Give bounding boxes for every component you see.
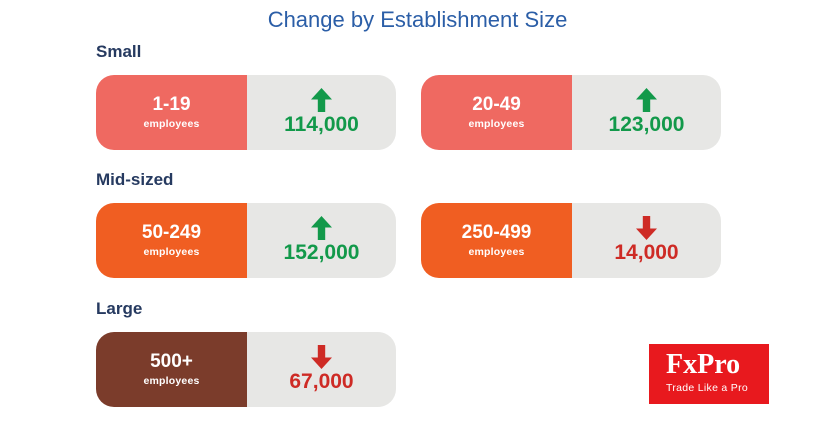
range-label: 50-249 — [141, 222, 202, 244]
group-label: Mid-sized — [96, 170, 174, 189]
card-row: 50-249 employees 152,000 250-499 employe… — [96, 203, 721, 278]
range-segment: 20-49 employees — [421, 75, 572, 150]
up-arrow-icon — [636, 88, 657, 113]
unit-label: employees — [143, 117, 200, 130]
change-value: 123,000 — [608, 113, 685, 137]
card-row: 500+ employees 67,000 — [96, 332, 396, 407]
up-arrow-icon — [311, 216, 332, 241]
group-label: Small — [96, 42, 142, 61]
stat-card-1-19: 1-19 employees 114,000 — [96, 75, 396, 150]
range-label: 250-499 — [461, 222, 532, 244]
range-segment: 500+ employees — [96, 332, 247, 407]
fxpro-tagline: Trade Like a Pro — [666, 382, 749, 394]
range-segment: 50-249 employees — [96, 203, 247, 278]
change-value: 114,000 — [284, 113, 359, 137]
down-arrow-icon — [636, 216, 657, 241]
stat-card-50-249: 50-249 employees 152,000 — [96, 203, 396, 278]
value-segment: 14,000 — [572, 203, 721, 278]
change-value: 152,000 — [283, 241, 360, 265]
up-arrow-icon — [311, 88, 332, 113]
stat-card-250-499: 250-499 employees 14,000 — [421, 203, 721, 278]
down-arrow-icon — [311, 345, 332, 370]
page-title: Change by Establishment Size — [267, 7, 568, 32]
stat-card-20-49: 20-49 employees 123,000 — [421, 75, 721, 150]
unit-label: employees — [468, 117, 525, 130]
range-label: 20-49 — [472, 94, 521, 116]
card-row: 1-19 employees 114,000 20-49 employees 1… — [96, 75, 721, 150]
unit-label: employees — [143, 374, 200, 387]
value-segment: 123,000 — [572, 75, 721, 150]
range-label: 500+ — [150, 351, 193, 373]
fxpro-logo: FxPro Trade Like a Pro — [649, 344, 769, 404]
range-label: 1-19 — [152, 94, 191, 116]
fxpro-brand-text: FxPro — [666, 349, 741, 380]
group-small: Small 1-19 employees 114,000 20-49 emplo… — [96, 42, 721, 150]
value-segment: 67,000 — [247, 332, 396, 407]
unit-label: employees — [468, 245, 525, 258]
change-value: 14,000 — [614, 241, 679, 265]
group-label: Large — [96, 299, 143, 318]
stat-card-500-plus: 500+ employees 67,000 — [96, 332, 396, 407]
range-segment: 1-19 employees — [96, 75, 247, 150]
change-value: 67,000 — [289, 370, 354, 394]
range-segment: 250-499 employees — [421, 203, 572, 278]
value-segment: 114,000 — [247, 75, 396, 150]
value-segment: 152,000 — [247, 203, 396, 278]
group-mid-sized: Mid-sized 50-249 employees 152,000 250-4… — [96, 170, 721, 278]
group-large: Large 500+ employees 67,000 — [96, 299, 396, 407]
unit-label: employees — [143, 245, 200, 258]
